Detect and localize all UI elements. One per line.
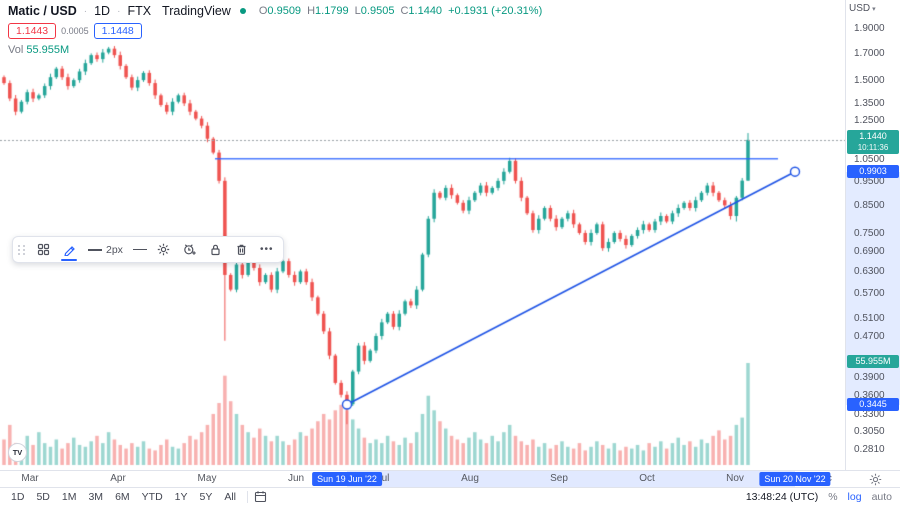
log-scale-button[interactable]: log (847, 491, 862, 503)
currency-menu[interactable]: USD ▾ (849, 3, 876, 14)
range-button-1m[interactable]: 1M (61, 491, 77, 503)
price-axis[interactable]: USD ▾ 1.9000 1.7000 1.5000 1.3500 1.2500 1.05… (845, 0, 900, 470)
chart-plot-area[interactable]: Matic / USD · 1D · FTX TradingView O0.95… (0, 0, 845, 470)
template-grid-icon[interactable] (31, 238, 55, 261)
price-tick-label: 1.2500 (854, 115, 885, 127)
price-tick-label: 0.4700 (854, 331, 885, 342)
drawing-properties-toolbar: 2px ••• (12, 236, 285, 263)
range-button-1d[interactable]: 1D (11, 491, 25, 503)
change-value: +0.1931 (+20.31%) (448, 5, 543, 17)
legend-separator: · (83, 5, 88, 17)
price-chart-canvas[interactable] (0, 0, 845, 470)
price-tick-label: 0.3050 (854, 426, 885, 438)
settings-gear-icon[interactable] (152, 238, 176, 261)
month-tick-label: Nov (726, 473, 744, 484)
open-key: O (258, 5, 268, 17)
trend-start-price-label: 0.3445 (847, 397, 899, 411)
price-tick-label: 0.3600 (854, 389, 885, 401)
line-width-button[interactable]: 2px (83, 244, 128, 256)
go-to-date-icon[interactable] (254, 490, 268, 504)
auto-scale-button[interactable]: auto (871, 491, 892, 503)
line-width-label: 2px (106, 243, 123, 256)
tradingview-logo[interactable]: TV (8, 443, 27, 462)
month-tick-label: Sep (550, 473, 568, 484)
spread-value: 0.0005 (61, 26, 89, 36)
line-style-button[interactable] (130, 238, 150, 261)
price-tick-label: 0.6300 (854, 266, 885, 278)
range-button-3m[interactable]: 3M (88, 491, 104, 503)
range-button-ytd[interactable]: YTD (141, 491, 163, 503)
toolbar-divider (247, 491, 249, 503)
symbol-name[interactable]: Matic / USD (8, 4, 77, 18)
trend-date-range-band (347, 471, 795, 488)
date-range-buttons: 1D 5D 1M 3M 6M YTD 1Y 5Y All (0, 490, 241, 504)
price-tick-label: 0.3300 (854, 408, 885, 420)
close-value: 1.1440 (408, 5, 443, 17)
month-tick-label: Mar (21, 473, 39, 484)
axis-settings-gear-icon[interactable] (869, 473, 882, 486)
close-key: C (400, 5, 409, 17)
low-key: L (354, 5, 361, 17)
line-width-sample (88, 248, 102, 251)
exchange-label: FTX (127, 4, 152, 18)
last-price-label: 1.1440 10:11:36 (847, 129, 899, 154)
currency-label: USD (849, 3, 871, 14)
interval-label[interactable]: 1D (94, 4, 111, 18)
market-status-dot[interactable] (239, 8, 246, 14)
month-tick-label: Aug (461, 473, 479, 484)
month-tick-label: Jul (376, 473, 390, 484)
price-tick-label: 0.5100 (854, 313, 885, 324)
more-options-icon[interactable]: ••• (259, 244, 274, 255)
month-tick-label: May (197, 473, 217, 484)
time-axis[interactable]: MarAprMayJunJulAugSepOctNovDecSun 19 Jun… (0, 470, 900, 488)
price-tick-label: 0.6900 (854, 246, 885, 258)
high-key: H (307, 5, 316, 17)
current-volume-label: 55.955M (847, 354, 899, 368)
delete-trash-icon[interactable] (230, 238, 254, 261)
month-tick-label: Oct (639, 473, 655, 484)
ask-price-button[interactable]: 1.1448 (93, 23, 142, 39)
add-alert-icon[interactable] (178, 238, 202, 261)
volume-key: Vol (8, 44, 24, 56)
utc-clock[interactable]: 13:48:24 (UTC) (745, 491, 819, 503)
low-value: 0.9505 (360, 5, 395, 17)
range-button-1y[interactable]: 1Y (174, 491, 188, 503)
range-button-all[interactable]: All (224, 491, 237, 503)
toolbar-drag-handle[interactable] (15, 244, 29, 255)
range-button-5y[interactable]: 5Y (199, 491, 213, 503)
trend-end-date-label: Sun 20 Nov '22 (759, 472, 831, 486)
price-tick-label: 1.3500 (854, 98, 885, 110)
open-value: 0.9509 (267, 5, 302, 17)
symbol-legend: Matic / USD · 1D · FTX TradingView O0.95… (8, 4, 542, 56)
price-tick-label: 1.5000 (854, 75, 885, 87)
range-button-6m[interactable]: 6M (115, 491, 130, 503)
lock-icon[interactable] (204, 238, 228, 261)
price-tick-label: 0.3900 (854, 372, 885, 384)
price-tick-label: 1.0500 (854, 153, 885, 165)
price-tick-label: 1.7000 (854, 47, 885, 59)
price-tick-label: 0.5700 (854, 288, 885, 300)
bottom-toolbar: 1D 5D 1M 3M 6M YTD 1Y 5Y All 13:48:24 (UTC) % lo… (0, 487, 900, 506)
month-tick-label: Jun (287, 473, 305, 484)
pencil-color-icon[interactable] (57, 238, 81, 261)
volume-value: 55.955M (26, 44, 70, 56)
range-button-5d[interactable]: 5D (36, 491, 50, 503)
legend-separator: · (117, 5, 121, 17)
high-value: 1.1799 (315, 5, 349, 17)
price-tick-label: 0.7500 (854, 227, 885, 239)
ohlc-values: O0.9509 H1.1799 L0.9505 C1.1440 +0.1931 … (259, 5, 542, 17)
trend-start-date-label: Sun 19 Jun '22 (312, 472, 382, 486)
price-tick-label: 0.9500 (854, 175, 885, 187)
trend-end-price-label: 0.9903 (847, 164, 899, 178)
provider-label: TradingView (162, 4, 231, 18)
price-tick-label: 0.8500 (854, 200, 885, 212)
bid-price-button[interactable]: 1.1443 (8, 23, 57, 39)
month-tick-label: Apr (110, 473, 126, 484)
percent-scale-button[interactable]: % (828, 491, 838, 503)
price-tick-label: 0.2810 (854, 444, 885, 456)
price-tick-label: 1.9000 (854, 23, 885, 34)
chevron-down-icon: ▾ (872, 5, 876, 13)
